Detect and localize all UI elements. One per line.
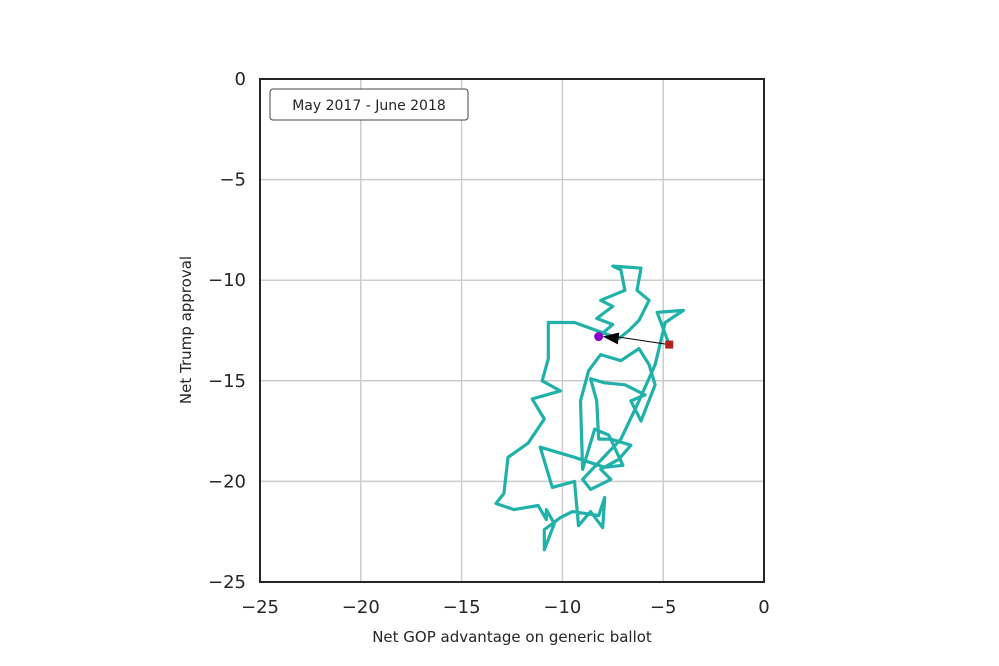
y-tick-label: −10 (208, 270, 246, 291)
annotation-text: May 2017 - June 2018 (292, 98, 446, 114)
arrow-head (602, 332, 620, 345)
x-axis-label: Net GOP advantage on generic ballot (372, 628, 652, 646)
y-tick-label: −20 (208, 471, 246, 492)
y-tick-label: −15 (208, 371, 246, 392)
x-tick-label: −5 (650, 597, 677, 618)
ticks: −25 −20 −15 −10 −5 0 0 −5 −10 −15 −20 −25 (208, 69, 770, 618)
y-tick-label: 0 (235, 69, 246, 90)
x-tick-label: −10 (543, 597, 581, 618)
plot-frame (259, 78, 765, 583)
start-marker (594, 332, 604, 342)
x-tick-label: −15 (443, 597, 481, 618)
end-marker (665, 340, 674, 349)
arrow-line (614, 336, 670, 346)
x-tick-label: −25 (241, 597, 279, 618)
trajectory-line (494, 264, 685, 552)
grid (259, 78, 765, 583)
x-tick-label: −20 (342, 597, 380, 618)
y-tick-label: −5 (219, 170, 246, 191)
annotation-box (269, 88, 469, 121)
y-tick-label: −25 (208, 572, 246, 593)
x-tick-label: 0 (758, 597, 769, 618)
y-axis-label: Net Trump approval (177, 256, 195, 404)
